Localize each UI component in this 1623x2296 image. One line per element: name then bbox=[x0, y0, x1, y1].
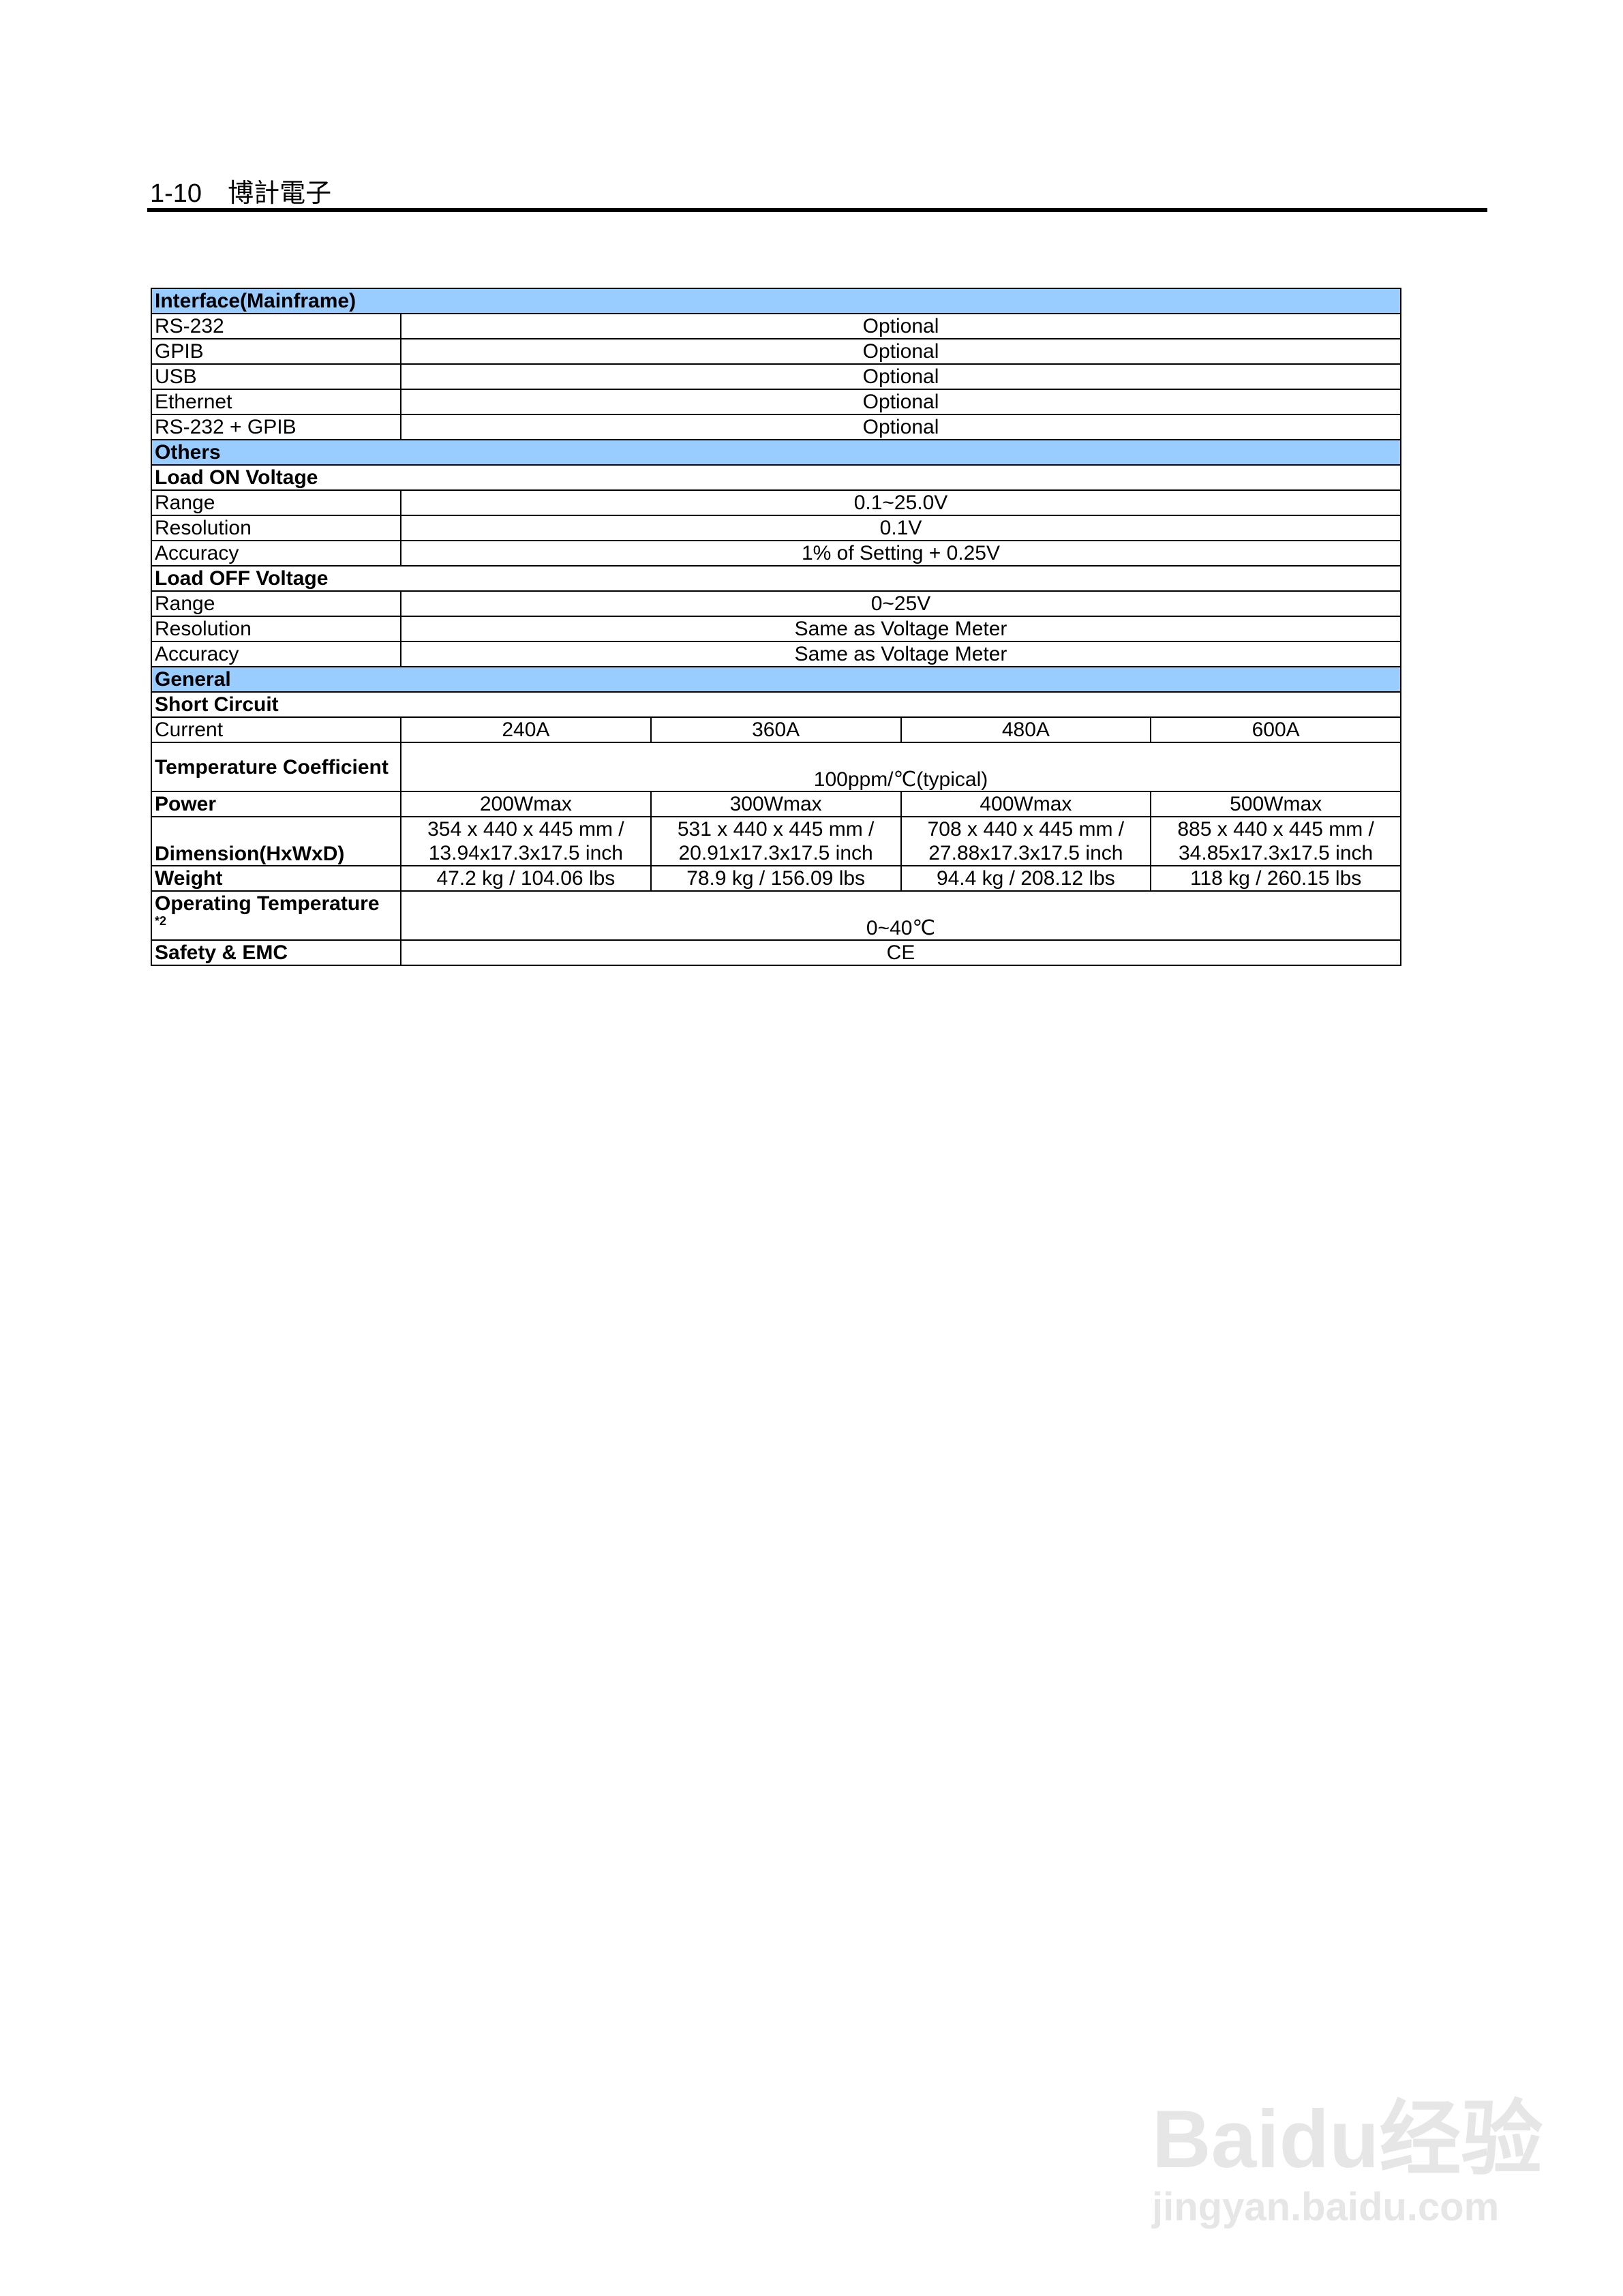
spec-table: Interface(Mainframe) RS-232 Optional GPIB Op… bbox=[151, 288, 1401, 966]
row-label: USB bbox=[151, 363, 401, 390]
table-row: Weight 47.2 kg / 104.06 lbs 78.9 kg / 156.… bbox=[151, 865, 1401, 892]
row-value: 0.1~25.0V bbox=[400, 489, 1401, 516]
section-title: Others bbox=[151, 439, 1401, 466]
table-row: Accuracy Same as Voltage Meter bbox=[151, 641, 1401, 667]
row-value: 1% of Setting + 0.25V bbox=[400, 540, 1401, 567]
table-row: GPIB Optional bbox=[151, 338, 1401, 365]
dimension-line: 885 x 440 x 445 mm / bbox=[1177, 818, 1374, 841]
section-title: Interface(Mainframe) bbox=[151, 288, 1401, 314]
row-label: Ethernet bbox=[151, 389, 401, 415]
dimension-line: 708 x 440 x 445 mm / bbox=[927, 818, 1125, 841]
table-row: Current 240A 360A 480A 600A bbox=[151, 716, 1401, 743]
row-value: Optional bbox=[400, 338, 1401, 365]
row-value: 100ppm/℃(typical) bbox=[400, 742, 1401, 792]
row-label: Weight bbox=[151, 865, 401, 892]
dimension-line: 20.91x17.3x17.5 inch bbox=[678, 842, 873, 864]
page-header: 1-10 博計電子 bbox=[150, 172, 357, 209]
footnote-marker: *2 bbox=[155, 914, 167, 928]
row-value: 47.2 kg / 104.06 lbs bbox=[400, 865, 652, 892]
subsection-header: Load OFF Voltage bbox=[151, 565, 1401, 592]
dimension-line: 34.85x17.3x17.5 inch bbox=[1179, 842, 1374, 864]
row-label: Range bbox=[151, 590, 401, 617]
row-value: 480A bbox=[900, 716, 1152, 743]
section-header: Interface(Mainframe) bbox=[151, 288, 1401, 314]
subsection-header: Load ON Voltage bbox=[151, 464, 1401, 491]
section-title: General bbox=[151, 666, 1401, 693]
row-value: 531 x 440 x 445 mm /20.91x17.3x17.5 inch bbox=[650, 816, 902, 866]
row-value: Optional bbox=[400, 414, 1401, 440]
row-value: 354 x 440 x 445 mm /13.94x17.3x17.5 inch bbox=[400, 816, 652, 866]
row-value: 0~40℃ bbox=[400, 890, 1401, 941]
baidu-watermark: Baidu经验 jingyan.baidu.com bbox=[1152, 2094, 1543, 2229]
subsection-title: Load OFF Voltage bbox=[151, 565, 1401, 592]
header-rule bbox=[147, 208, 1487, 212]
table-row: Ethernet Optional bbox=[151, 389, 1401, 415]
row-value: 78.9 kg / 156.09 lbs bbox=[650, 865, 902, 892]
row-value: Optional bbox=[400, 389, 1401, 415]
table-row: RS-232 Optional bbox=[151, 313, 1401, 339]
table-row: Dimension(HxWxD) 354 x 440 x 445 mm /13.9… bbox=[151, 816, 1401, 866]
table-row: Power 200Wmax 300Wmax 400Wmax 500Wmax bbox=[151, 791, 1401, 817]
row-label: Resolution bbox=[151, 515, 401, 541]
table-row: RS-232 + GPIB Optional bbox=[151, 414, 1401, 440]
op-temp-label: Operating Temperature bbox=[155, 892, 380, 915]
section-header: General bbox=[151, 666, 1401, 693]
row-label: Accuracy bbox=[151, 540, 401, 567]
dimension-line: 354 x 440 x 445 mm / bbox=[427, 818, 624, 841]
section-header: Others bbox=[151, 439, 1401, 466]
row-value: 708 x 440 x 445 mm /27.88x17.3x17.5 inch bbox=[900, 816, 1152, 866]
dimension-line: 531 x 440 x 445 mm / bbox=[677, 818, 875, 841]
row-label: Safety & EMC bbox=[151, 939, 401, 966]
row-label: Range bbox=[151, 489, 401, 516]
row-value: Optional bbox=[400, 363, 1401, 390]
table-row: Operating Temperature *2 0~40℃ bbox=[151, 890, 1401, 941]
row-value: 360A bbox=[650, 716, 902, 743]
row-label: RS-232 + GPIB bbox=[151, 414, 401, 440]
row-value: 885 x 440 x 445 mm /34.85x17.3x17.5 inch bbox=[1150, 816, 1401, 866]
subsection-title: Short Circuit bbox=[151, 691, 1401, 718]
row-value: 94.4 kg / 208.12 lbs bbox=[900, 865, 1152, 892]
table-row: USB Optional bbox=[151, 363, 1401, 390]
row-label: Current bbox=[151, 716, 401, 743]
dimension-line: 13.94x17.3x17.5 inch bbox=[428, 842, 623, 864]
row-label: Accuracy bbox=[151, 641, 401, 667]
row-value: 300Wmax bbox=[650, 791, 902, 817]
subsection-title: Load ON Voltage bbox=[151, 464, 1401, 491]
row-label: Dimension(HxWxD) bbox=[151, 816, 401, 866]
row-label: Operating Temperature *2 bbox=[151, 890, 401, 941]
dimension-line: 27.88x17.3x17.5 inch bbox=[928, 842, 1123, 864]
subsection-header: Short Circuit bbox=[151, 691, 1401, 718]
row-label: GPIB bbox=[151, 338, 401, 365]
row-value: 118 kg / 260.15 lbs bbox=[1150, 865, 1401, 892]
row-label: Resolution bbox=[151, 616, 401, 642]
row-value: Same as Voltage Meter bbox=[400, 641, 1401, 667]
row-value: 400Wmax bbox=[900, 791, 1152, 817]
row-label: RS-232 bbox=[151, 313, 401, 339]
row-label: Temperature Coefficient bbox=[151, 742, 401, 792]
row-value: 240A bbox=[400, 716, 652, 743]
row-value: Same as Voltage Meter bbox=[400, 616, 1401, 642]
row-label: Power bbox=[151, 791, 401, 817]
row-value: 0.1V bbox=[400, 515, 1401, 541]
table-row: Safety & EMC CE bbox=[151, 939, 1401, 966]
company-name: 博計電子 bbox=[228, 179, 332, 208]
table-row: Range 0~25V bbox=[151, 590, 1401, 617]
table-row: Temperature Coefficient 100ppm/℃(typical) bbox=[151, 742, 1401, 792]
row-value: 500Wmax bbox=[1150, 791, 1401, 817]
table-row: Resolution 0.1V bbox=[151, 515, 1401, 541]
row-value: 0~25V bbox=[400, 590, 1401, 617]
table-row: Resolution Same as Voltage Meter bbox=[151, 616, 1401, 642]
row-value: 600A bbox=[1150, 716, 1401, 743]
row-value: CE bbox=[400, 939, 1401, 966]
table-row: Accuracy 1% of Setting + 0.25V bbox=[151, 540, 1401, 567]
table-row: Range 0.1~25.0V bbox=[151, 489, 1401, 516]
page-number: 1-10 bbox=[150, 179, 202, 208]
row-value: 200Wmax bbox=[400, 791, 652, 817]
row-value: Optional bbox=[400, 313, 1401, 339]
